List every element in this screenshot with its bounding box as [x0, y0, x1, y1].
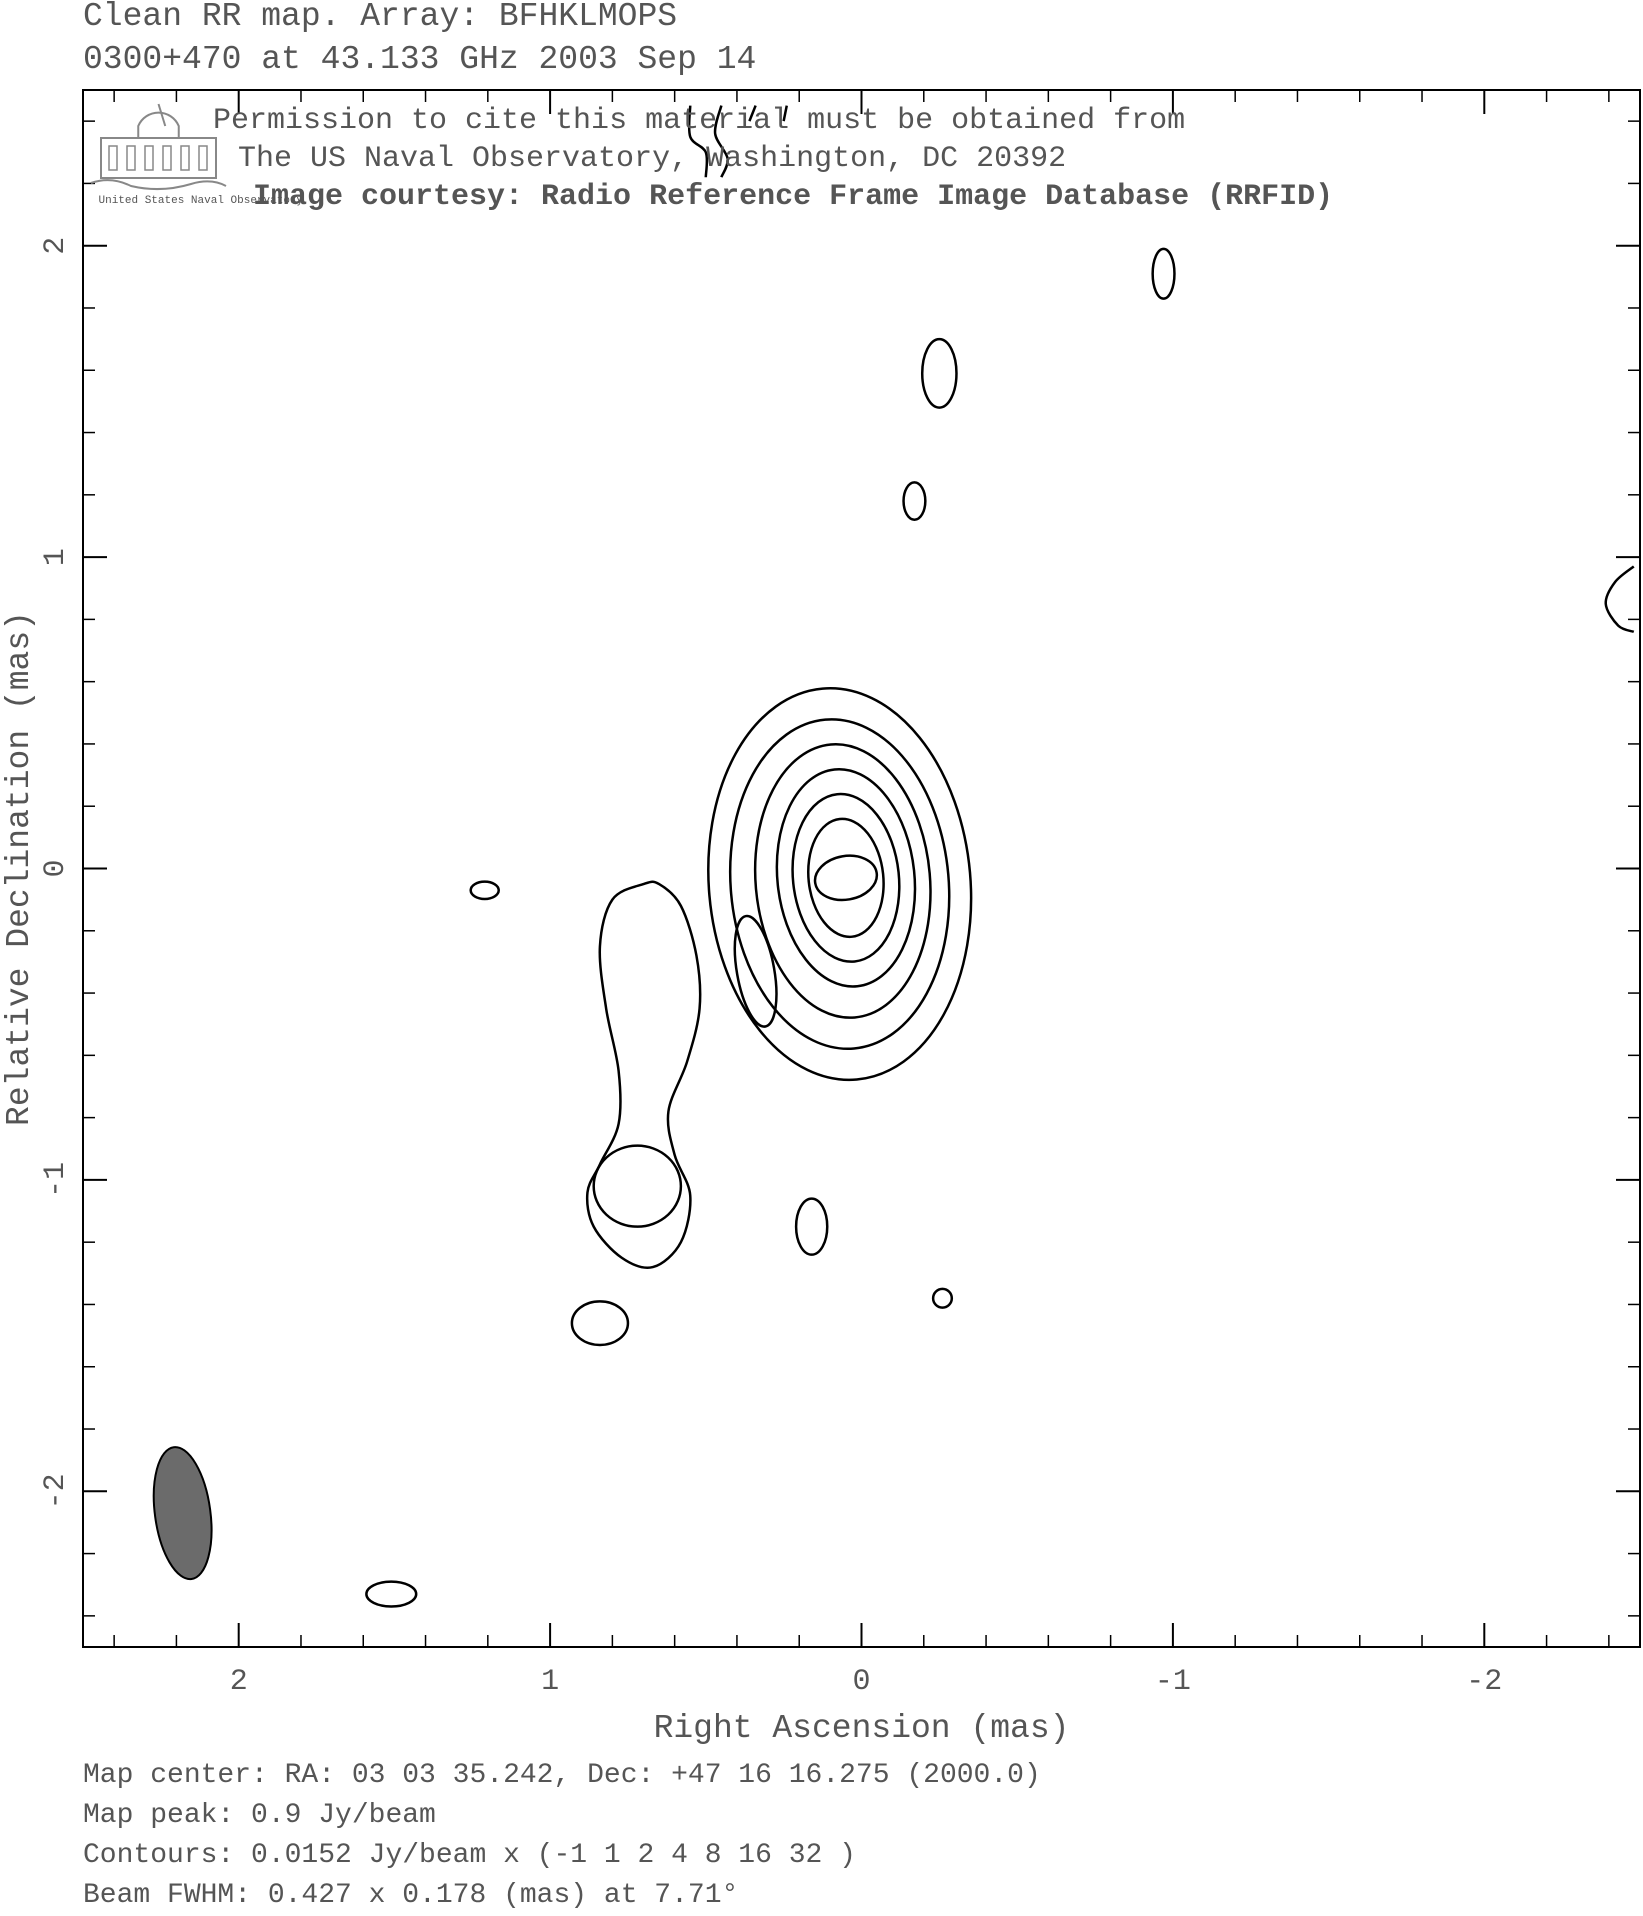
logo-caption: United States Naval Observatory: [99, 195, 304, 207]
contour-group: [366, 106, 1633, 1607]
y-tick-label: 2: [39, 237, 73, 255]
x-tick-label: 2: [230, 1665, 248, 1699]
contour-jet-mid-spot: [727, 913, 783, 1030]
plot-frame: [83, 90, 1640, 1647]
footer-line-2: Contours: 0.0152 Jy/beam x (-1 1 2 4 8 1…: [83, 1840, 856, 1871]
x-axis-label: Right Ascension (mas): [654, 1710, 1070, 1747]
y-tick-label: 0: [39, 859, 73, 877]
contour-small-7: [366, 1582, 416, 1607]
permission-line-2: The US Naval Observatory, Washington, DC…: [238, 142, 1066, 176]
y-ticks: -2 -1 0 1 2: [39, 237, 1640, 1510]
contour-core-3: [744, 737, 942, 1025]
contour-small-8: [933, 1289, 952, 1308]
y-tick-label: -1: [39, 1162, 73, 1198]
plot-svg: Clean RR map. Array: BFHKLMOPS 0300+470 …: [0, 0, 1643, 1916]
beam-shape: [146, 1443, 219, 1582]
contour-small-3: [922, 339, 956, 408]
y-minor-ticks: [83, 121, 1640, 1616]
contour-core-outer: [692, 677, 987, 1091]
permission-line-3: Image courtesy: Radio Reference Frame Im…: [253, 180, 1333, 214]
title-line-2: 0300+470 at 43.133 GHz 2003 Sep 14: [83, 41, 756, 78]
beam-ellipse: [146, 1443, 219, 1582]
footer-block: Map center: RA: 03 03 35.242, Dec: +47 1…: [83, 1760, 1041, 1911]
contour-core-inner: [811, 851, 880, 905]
footer-line-0: Map center: RA: 03 03 35.242, Dec: +47 1…: [83, 1760, 1041, 1791]
y-tick-label: 1: [39, 548, 73, 566]
footer-line-1: Map peak: 0.9 Jy/beam: [83, 1800, 436, 1831]
page: Clean RR map. Array: BFHKLMOPS 0300+470 …: [0, 0, 1643, 1916]
contour-core-2: [717, 710, 963, 1058]
contour-small-4: [904, 482, 926, 519]
x-minor-ticks: [114, 90, 1609, 1647]
y-tick-label: -2: [39, 1473, 73, 1509]
contour-core-5: [784, 789, 907, 967]
contour-small-1: [572, 1301, 628, 1345]
x-tick-label: 0: [852, 1665, 870, 1699]
title-line-1: Clean RR map. Array: BFHKLMOPS: [83, 0, 677, 35]
y-axis-label: Relative Declination (mas): [1, 611, 38, 1126]
contour-core-4: [766, 762, 925, 993]
x-tick-label: 1: [541, 1665, 559, 1699]
x-ticks: 2 1 0 -1 -2: [230, 90, 1503, 1699]
permission-line-1: Permission to cite this material must be…: [213, 104, 1185, 138]
contour-small-2: [796, 1199, 827, 1255]
x-tick-label: -2: [1466, 1665, 1502, 1699]
contour-jet-inner: [594, 1146, 681, 1227]
contour-edge-arc: [1606, 566, 1634, 631]
contour-small-5: [471, 882, 499, 899]
x-tick-label: -1: [1155, 1665, 1191, 1699]
contour-jet-blob: [587, 882, 700, 1268]
contour-small-6: [1153, 249, 1175, 299]
footer-line-3: Beam FWHM: 0.427 x 0.178 (mas) at 7.71°: [83, 1880, 738, 1911]
